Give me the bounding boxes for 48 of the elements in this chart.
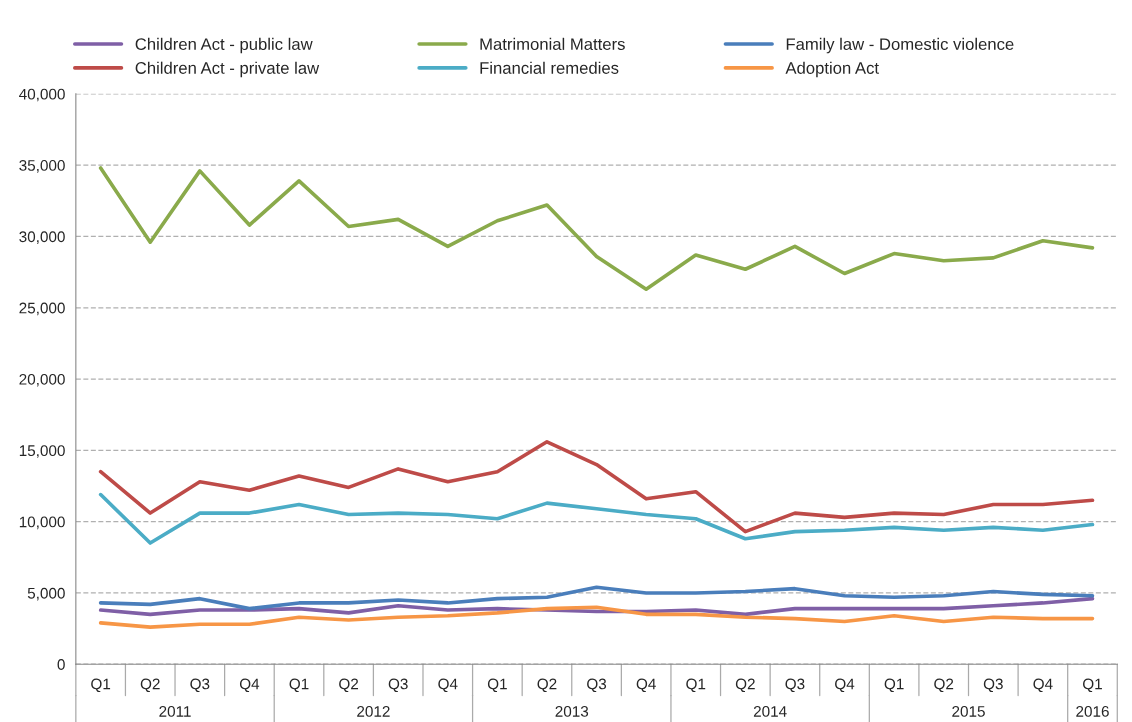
legend-label: Financial remedies [480, 61, 619, 74]
y-tick-label: 15,000 [19, 445, 65, 458]
text: 2016 [1076, 706, 1109, 717]
text: 2011 [159, 706, 191, 717]
x-tick-label: Q1 [487, 678, 507, 693]
legend-label: Children Act - public law [135, 37, 313, 54]
line-series [98, 492, 1095, 545]
x-tick-label: Q1 [884, 678, 904, 693]
x-tick-label: Q4 [835, 678, 855, 693]
y-tick-label: 20,000 [19, 373, 65, 387]
x-tick-label: Q1 [289, 678, 309, 693]
text: 2012 [357, 706, 390, 717]
line-series [98, 439, 1095, 534]
x-tick-label: Q4 [636, 678, 656, 693]
x-tick-label: Q3 [983, 678, 1003, 693]
line-series [98, 596, 1095, 617]
x-tick-label: Q1 [1083, 678, 1102, 693]
legend-label: Adoption Act [785, 61, 879, 78]
x-tick-label: Q4 [1033, 678, 1053, 693]
x-tick-label: Q2 [735, 678, 755, 693]
line-series [98, 605, 1095, 629]
y-tick-label: 40,000 [19, 88, 65, 102]
line-series [98, 585, 1095, 611]
legend-label: Matrimonial Matters [480, 37, 625, 51]
y-tick-label: 5,000 [27, 587, 65, 601]
x-tick-label: Q3 [785, 678, 805, 693]
x-tick-label: Q3 [190, 678, 210, 693]
y-tick-label: 0 [57, 659, 65, 670]
x-tick-label: Q1 [686, 678, 706, 693]
y-tick-label: 25,000 [19, 302, 65, 316]
legend-label: Children Act - private law [135, 61, 320, 78]
x-tick-label: Q2 [339, 678, 359, 693]
y-tick-label: 35,000 [19, 160, 65, 173]
x-tick-label: Q2 [537, 678, 557, 693]
x-tick-label: Q3 [388, 678, 408, 693]
x-tick-label: Q4 [438, 678, 458, 693]
x-tick-label: Q2 [934, 678, 954, 693]
text: 2015 [952, 706, 985, 717]
x-tick-label: Q1 [91, 678, 111, 693]
legend-label: Family law - Domestic violence [786, 37, 1014, 54]
y-tick-label: 30,000 [19, 231, 65, 244]
text: 2013 [555, 706, 589, 717]
y-tick-label: 10,000 [19, 516, 65, 530]
text: 2014 [753, 706, 787, 717]
x-tick-label: Q2 [140, 678, 160, 693]
line-series [98, 166, 1095, 292]
x-tick-label: Q3 [587, 678, 607, 693]
x-tick-label: Q4 [239, 678, 260, 693]
